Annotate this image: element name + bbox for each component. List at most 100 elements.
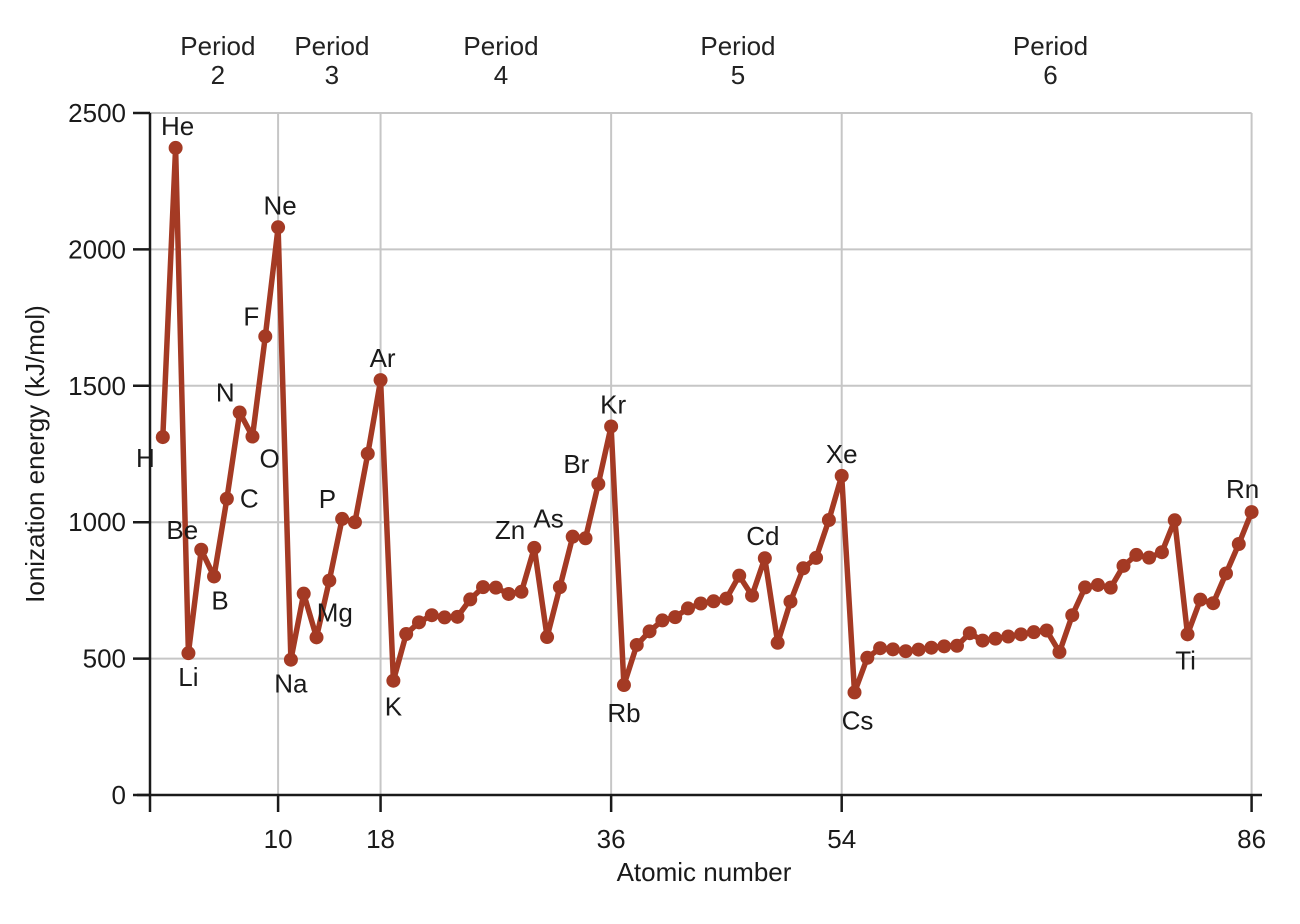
data-point-mn [463, 592, 478, 607]
data-point-lu [1052, 645, 1067, 660]
data-point-ta [1078, 580, 1093, 595]
y-tick-label-2500: 2500 [68, 98, 126, 128]
data-point-w [1090, 577, 1105, 592]
data-point-rb [616, 678, 631, 693]
period-label-2: Period [180, 31, 255, 61]
element-label-be: Be [166, 515, 198, 545]
period-label-4: Period [463, 31, 538, 61]
data-point-ne [271, 220, 286, 235]
data-point-fe [476, 580, 491, 595]
element-label-kr: Kr [600, 389, 626, 419]
element-label-xe: Xe [826, 439, 858, 469]
data-point-li [181, 646, 196, 661]
data-point-bi [1206, 596, 1221, 611]
y-tick-label-0: 0 [112, 780, 126, 810]
data-point-dy [988, 631, 1003, 646]
data-point-ir [1129, 547, 1144, 562]
element-label-na: Na [274, 669, 308, 699]
data-point-he [168, 140, 183, 155]
data-point-sb [796, 561, 811, 576]
data-point-cs [847, 685, 862, 700]
data-point-nd [911, 642, 926, 657]
data-point-cd [757, 551, 772, 566]
period-label-5: Period [700, 31, 775, 61]
data-point-er [1014, 627, 1029, 642]
period-number-6: 6 [1043, 60, 1057, 90]
data-point-co [488, 580, 503, 595]
data-point-h [155, 430, 170, 445]
period-number-2: 2 [211, 60, 225, 90]
x-tick-label-86: 86 [1237, 824, 1266, 854]
data-series [155, 140, 1259, 700]
data-point-na [283, 652, 298, 667]
element-label-li: Li [178, 662, 198, 692]
element-label-zn: Zn [495, 515, 525, 545]
data-point-nb [668, 610, 683, 625]
data-point-tm [1026, 625, 1041, 640]
element-label-b: B [211, 585, 228, 615]
data-point-ca [399, 627, 414, 642]
data-point-yb [1039, 623, 1054, 638]
data-point-cr [450, 609, 465, 624]
element-label-as: As [533, 504, 563, 534]
period-label-3: Period [294, 31, 369, 61]
gridlines [150, 112, 1253, 795]
element-label-rn: Rn [1226, 474, 1259, 504]
data-point-os [1116, 558, 1131, 573]
element-label-h: H [136, 443, 155, 473]
data-point-kr [604, 419, 619, 434]
data-point-pr [898, 644, 913, 659]
data-point-gd [962, 626, 977, 641]
x-tick-label-10: 10 [264, 824, 293, 854]
x-tick-label-18: 18 [366, 824, 395, 854]
element-label-mg: Mg [317, 598, 353, 628]
data-point-sn [783, 594, 798, 609]
data-point-mo [680, 601, 695, 616]
period-label-6: Period [1013, 31, 1088, 61]
data-point-rn [1244, 505, 1259, 520]
element-label-k: K [385, 692, 403, 722]
tick-labels: 0 500 1000 1500 2000 2500 10 18 36 54 86 [68, 98, 1266, 854]
data-point-eu [949, 638, 964, 653]
data-point-zr [655, 613, 670, 628]
data-point-ge [552, 580, 567, 595]
element-label-o: O [259, 444, 279, 474]
data-point-cl [360, 446, 375, 461]
axes [133, 111, 1262, 812]
data-point-be [194, 542, 209, 557]
x-tick-label-54: 54 [827, 824, 856, 854]
data-point-la [873, 641, 888, 656]
data-point-cu [514, 584, 529, 599]
element-label-cs: Cs [842, 705, 874, 735]
element-label-n: N [216, 378, 235, 408]
data-point-ho [1001, 629, 1016, 644]
data-point-pm [924, 640, 939, 655]
data-point-k [386, 673, 401, 688]
data-point-pt [1142, 550, 1157, 565]
element-label-ne: Ne [263, 190, 296, 220]
y-tick-label-1500: 1500 [68, 371, 126, 401]
data-point-te [809, 550, 824, 565]
element-label-rb: Rb [607, 698, 640, 728]
data-point-as [565, 529, 580, 544]
period-number-3: 3 [325, 60, 339, 90]
data-point-n [232, 405, 247, 420]
data-point-br [591, 477, 606, 492]
element-label-p: P [319, 484, 336, 514]
data-point-po [1218, 566, 1233, 581]
data-point-ag [745, 588, 760, 603]
data-point-zn [527, 540, 542, 555]
data-point-sm [937, 639, 952, 654]
data-point-s [347, 515, 362, 530]
data-point-hg [1167, 513, 1182, 528]
data-point-f [258, 329, 273, 344]
data-point-ba [860, 650, 875, 665]
data-point-p [335, 511, 350, 526]
data-point-ni [501, 586, 516, 601]
data-point-tb [975, 633, 990, 648]
x-tick-label-36: 36 [597, 824, 626, 854]
data-point-at [1231, 537, 1246, 552]
